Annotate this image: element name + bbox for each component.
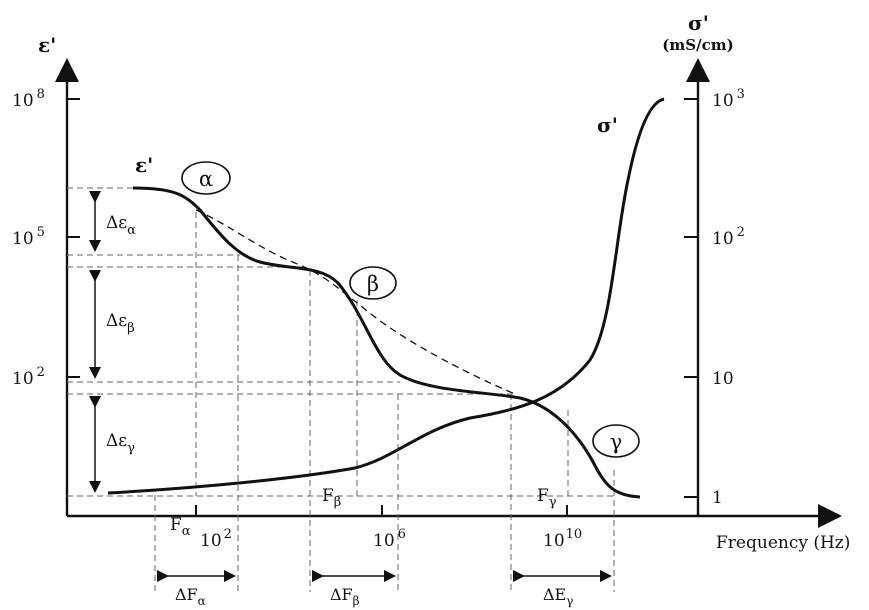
alpha-region-marker: α [181,161,231,195]
x-axis-title: Frequency (Hz) [716,533,850,553]
gamma-label: γ [610,430,623,454]
epsilon-curve [132,186,641,499]
x-tick-label-3: 1010 [543,527,582,551]
epsilon-curve-label: ε' [135,153,153,177]
delta-f-gamma-label: ΔEγ [543,585,573,608]
sigma-curve [107,97,665,495]
f-beta-label: Fβ [322,486,341,510]
f-gamma-label: Fγ [537,486,557,510]
delta-eps-beta-label: Δεβ [106,311,135,336]
right-tick-label-4: 1 [712,488,723,508]
left-tick-label-1: 10 8 [12,87,45,111]
f-alpha-label: Fα [170,515,191,539]
x-tick-label-2: 10 6 [373,527,406,551]
x-tick-label-1: 10 2 [200,527,232,551]
left-tick-label-3: 10 2 [12,365,45,389]
right-axis-unit: (mS/cm) [662,36,733,54]
right-tick-label-1: 10 3 [712,87,745,111]
delta-f-beta-label: ΔFβ [330,585,360,608]
gamma-region-marker: γ [592,424,640,458]
ideal-dispersion-curve [195,209,516,395]
delta-eps-gamma-label: Δεγ [106,431,135,456]
right-tick-label-2: 10 2 [712,225,745,249]
beta-label: β [367,272,379,296]
delta-eps-alpha-label: Δεα [106,213,136,238]
beta-region-marker: β [349,266,397,300]
right-tick-label-3: 10 [712,369,734,389]
sigma-curve-label: σ' [597,113,618,137]
left-tick-label-2: 10 5 [12,225,45,249]
delta-f-alpha-label: ΔFα [175,585,206,608]
alpha-label: α [199,167,213,191]
left-axis-title: ε' [38,33,56,57]
right-axis-title: σ' [688,11,709,35]
